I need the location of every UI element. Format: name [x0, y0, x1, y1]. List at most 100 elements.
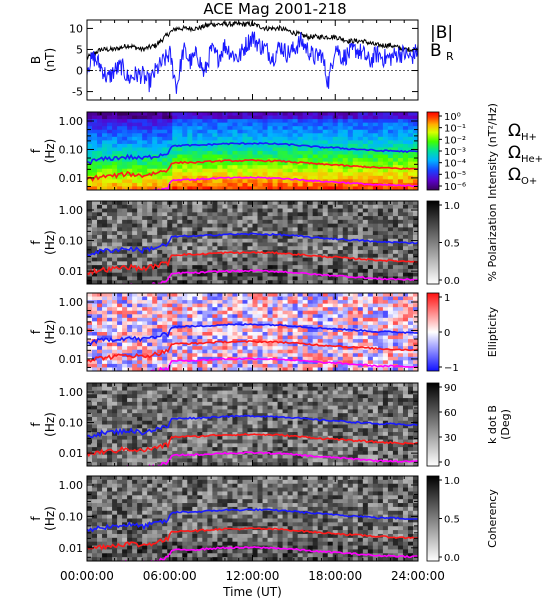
spectrogram-cell [132, 234, 138, 240]
spectrogram-cell [97, 129, 103, 134]
spectrogram-cell [312, 321, 319, 326]
spectrogram-cell [92, 428, 98, 433]
spectrogram-cell [232, 303, 238, 308]
spectrogram-cell [297, 112, 304, 116]
spectrogram-cell [87, 428, 93, 433]
spectrogram-cell [137, 276, 143, 281]
spectrogram-cell [397, 231, 404, 236]
spectrogram-cell [97, 201, 103, 206]
spectrogram-cell [307, 321, 314, 326]
spectrogram-cell [267, 346, 273, 351]
spectrogram-cell [157, 231, 163, 236]
spectrogram-cell [197, 265, 203, 270]
spectrogram-cell [317, 143, 324, 148]
spectrogram-cell [372, 296, 379, 301]
spectrogram-cell [152, 339, 158, 344]
spectrogram-cell [347, 119, 354, 124]
spectrogram-cell [412, 115, 418, 120]
spectrogram-cell [197, 242, 203, 247]
spectrogram-cell [127, 175, 133, 180]
spectrogram-cell [87, 303, 93, 308]
spectrogram-cell [177, 175, 183, 180]
spectrogram-cell [172, 147, 178, 152]
spectrogram-cell [392, 238, 399, 243]
spectrogram-cell [232, 242, 238, 247]
spectrogram-cell [227, 112, 233, 116]
spectrogram-cell [407, 158, 414, 163]
spectrogram-cell [307, 119, 314, 124]
spectrogram-cell [87, 276, 93, 281]
spectrogram-cell [172, 175, 178, 180]
spectrogram-cell [342, 253, 349, 258]
spectrogram-cell [407, 219, 414, 225]
spectrogram-cell [217, 227, 223, 232]
spectrogram-cell [182, 398, 188, 403]
spectrogram-cell [202, 219, 208, 225]
spectrogram-cell [207, 175, 213, 180]
spectrogram-cell [262, 179, 268, 184]
spectrogram-cell [297, 346, 304, 351]
spectrogram-cell [152, 175, 158, 180]
spectrogram-cell [302, 136, 309, 141]
spectrogram-cell [322, 324, 329, 329]
spectrogram-cell [92, 231, 98, 236]
spectrogram-cell [147, 257, 153, 262]
spectrogram-cell [142, 257, 148, 262]
spectrogram-cell [272, 346, 278, 351]
spectrogram-cell [142, 443, 148, 448]
spectrogram-cell [152, 413, 158, 418]
spectrogram-cell [122, 250, 128, 255]
spectrogram-cell [102, 242, 108, 247]
spectrogram-cell [177, 462, 183, 466]
spectrogram-cell [402, 168, 409, 173]
spectrogram-cell [192, 401, 198, 407]
spectrogram-cell [117, 363, 123, 368]
spectrogram-cell [112, 268, 118, 274]
spectrogram-cell [292, 179, 299, 184]
spectrogram-cell [322, 242, 329, 247]
spectrogram-cell [127, 216, 133, 221]
spectrogram-cell [272, 154, 278, 159]
spectrogram-cell [237, 332, 243, 336]
spectrogram-cell [92, 394, 98, 399]
spectrogram-cell [217, 208, 223, 213]
spectrogram-cell [157, 216, 163, 221]
spectrogram-cell [242, 133, 248, 138]
spectrogram-cell [387, 314, 394, 319]
spectrogram-cell [217, 310, 223, 315]
spectrogram-cell [392, 328, 399, 333]
spectrogram-cell [142, 136, 148, 141]
spectrogram-cell [127, 219, 133, 225]
spectrogram-cell [132, 143, 138, 148]
spectrogram-cell [127, 147, 133, 152]
spectrogram-cell [337, 158, 344, 163]
spectrogram-cell [117, 119, 123, 124]
spectrogram-cell [187, 367, 193, 371]
spectrogram-cell [217, 257, 223, 262]
spectrogram-cell [262, 342, 268, 347]
spectrogram-cell [332, 208, 339, 213]
spectrogram-cell [352, 253, 359, 258]
spectrogram-cell [117, 201, 123, 206]
spectrogram-cell [182, 367, 188, 371]
spectrogram-cell [112, 342, 118, 347]
spectrogram-cell [177, 272, 183, 277]
spectrogram-cell [327, 133, 334, 138]
spectrogram-cell [322, 356, 329, 361]
spectrogram-cell [137, 250, 143, 255]
spectrogram-cell [167, 342, 173, 347]
spectrogram-cell [182, 435, 188, 440]
spectrogram-cell [187, 212, 193, 217]
spectrogram-cell [357, 272, 364, 277]
spectrogram-cell [307, 231, 314, 236]
spectrogram-cell [142, 140, 148, 145]
spectrogram-cell [287, 353, 294, 358]
spectrogram-cell [307, 346, 314, 351]
spectrogram-cell [287, 276, 294, 281]
spectrogram-cell [227, 363, 233, 368]
colorbar-tick-label: 1.0 [444, 201, 460, 212]
spectrogram-cell [357, 122, 364, 127]
spectrogram-cell [157, 321, 163, 326]
spectrogram-cell [162, 227, 168, 232]
spectrogram-cell [362, 324, 369, 329]
